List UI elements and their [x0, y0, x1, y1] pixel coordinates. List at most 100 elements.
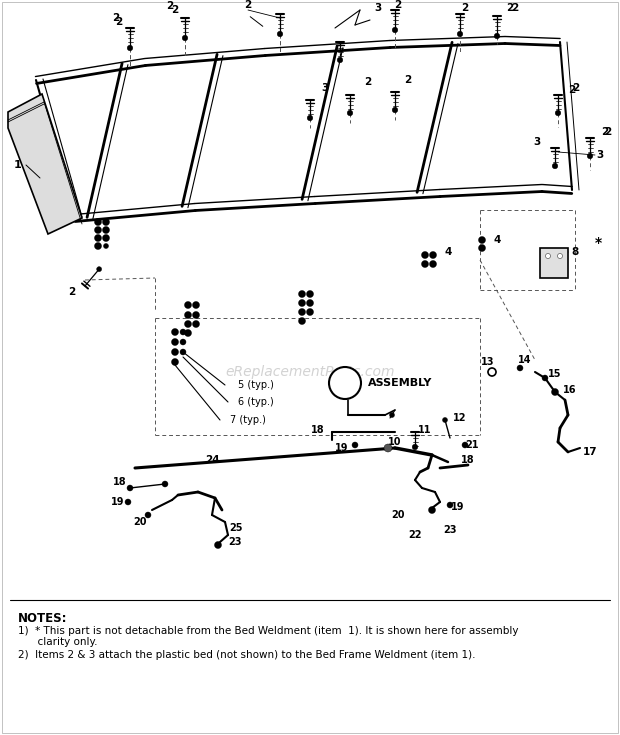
Circle shape: [389, 412, 394, 417]
Circle shape: [557, 254, 562, 259]
Circle shape: [185, 312, 192, 318]
Circle shape: [347, 110, 353, 116]
Circle shape: [94, 243, 102, 249]
Circle shape: [307, 115, 313, 121]
Circle shape: [517, 365, 523, 371]
Text: 3: 3: [374, 3, 382, 13]
Text: 2: 2: [115, 17, 122, 27]
Circle shape: [392, 27, 398, 33]
Circle shape: [443, 417, 448, 423]
Circle shape: [180, 349, 186, 355]
Circle shape: [298, 318, 306, 324]
Circle shape: [428, 506, 435, 514]
Circle shape: [462, 442, 468, 448]
Text: 2: 2: [365, 77, 371, 87]
Text: 24: 24: [205, 455, 219, 465]
Circle shape: [127, 45, 133, 51]
Circle shape: [352, 442, 358, 448]
Text: 2: 2: [512, 3, 518, 13]
Text: 19: 19: [451, 502, 465, 512]
Text: 3: 3: [596, 150, 604, 160]
Circle shape: [182, 35, 188, 41]
Text: 2: 2: [604, 127, 611, 137]
Text: 2: 2: [404, 75, 412, 85]
Circle shape: [97, 267, 102, 272]
Circle shape: [546, 254, 551, 259]
Circle shape: [180, 339, 186, 345]
Circle shape: [412, 444, 418, 450]
Text: 23: 23: [228, 537, 242, 547]
Circle shape: [384, 444, 392, 452]
Circle shape: [457, 31, 463, 37]
Text: 2: 2: [112, 13, 120, 23]
Circle shape: [306, 309, 314, 315]
Polygon shape: [8, 94, 82, 234]
Circle shape: [422, 251, 428, 259]
Text: 2: 2: [394, 0, 402, 10]
Text: 9: 9: [340, 376, 349, 390]
Circle shape: [422, 260, 428, 268]
Text: 16: 16: [563, 385, 577, 395]
Text: 14: 14: [518, 355, 532, 365]
Text: 13: 13: [481, 357, 495, 367]
Text: 18: 18: [461, 455, 475, 465]
Circle shape: [192, 320, 200, 328]
Circle shape: [277, 31, 283, 37]
Circle shape: [192, 301, 200, 309]
Circle shape: [162, 481, 168, 487]
Text: 11: 11: [418, 425, 432, 435]
Text: 2: 2: [569, 85, 575, 95]
Text: 25: 25: [229, 523, 243, 533]
Text: 17: 17: [583, 447, 597, 457]
Circle shape: [555, 110, 561, 116]
Circle shape: [94, 226, 102, 234]
Circle shape: [125, 499, 131, 505]
Text: 2: 2: [244, 0, 252, 10]
Circle shape: [102, 234, 110, 242]
Text: 21: 21: [465, 440, 479, 450]
Circle shape: [587, 153, 593, 159]
Circle shape: [185, 329, 192, 337]
Text: 3: 3: [533, 137, 541, 147]
Text: 18: 18: [311, 425, 325, 435]
Circle shape: [552, 389, 559, 395]
Text: 23: 23: [443, 525, 457, 535]
Text: 2: 2: [461, 3, 469, 13]
Text: 3: 3: [321, 83, 329, 93]
Circle shape: [102, 218, 110, 226]
Text: 2: 2: [170, 5, 178, 15]
Circle shape: [192, 312, 200, 318]
Circle shape: [479, 245, 485, 251]
Circle shape: [488, 368, 496, 376]
Bar: [540, 248, 568, 278]
Circle shape: [180, 329, 186, 335]
Text: 1: 1: [14, 160, 22, 170]
Text: 20: 20: [133, 517, 147, 527]
Circle shape: [430, 260, 436, 268]
Circle shape: [172, 359, 179, 365]
Text: 19: 19: [111, 497, 125, 507]
Circle shape: [185, 301, 192, 309]
Circle shape: [430, 251, 436, 259]
Text: 20: 20: [391, 510, 405, 520]
Text: *: *: [595, 236, 601, 250]
Circle shape: [392, 107, 398, 112]
Text: 2: 2: [166, 1, 174, 11]
Circle shape: [104, 243, 108, 248]
Text: 2)  Items 2 & 3 attach the plastic bed (not shown) to the Bed Frame Weldment (it: 2) Items 2 & 3 attach the plastic bed (n…: [18, 650, 476, 660]
Circle shape: [488, 368, 496, 376]
Circle shape: [552, 163, 558, 169]
Text: NOTES:: NOTES:: [18, 612, 68, 625]
Text: 18: 18: [113, 477, 127, 487]
Circle shape: [494, 33, 500, 39]
Circle shape: [337, 57, 343, 62]
Circle shape: [127, 485, 133, 491]
Text: 5 (typ.): 5 (typ.): [238, 380, 274, 390]
Text: 1)  * This part is not detachable from the Bed Weldment (item  1). It is shown h: 1) * This part is not detachable from th…: [18, 626, 518, 636]
Text: 4: 4: [494, 235, 501, 245]
Circle shape: [94, 218, 102, 226]
Text: 19: 19: [335, 443, 348, 453]
Text: 4: 4: [445, 247, 452, 257]
Circle shape: [298, 309, 306, 315]
Text: ASSEMBLY: ASSEMBLY: [368, 378, 432, 388]
